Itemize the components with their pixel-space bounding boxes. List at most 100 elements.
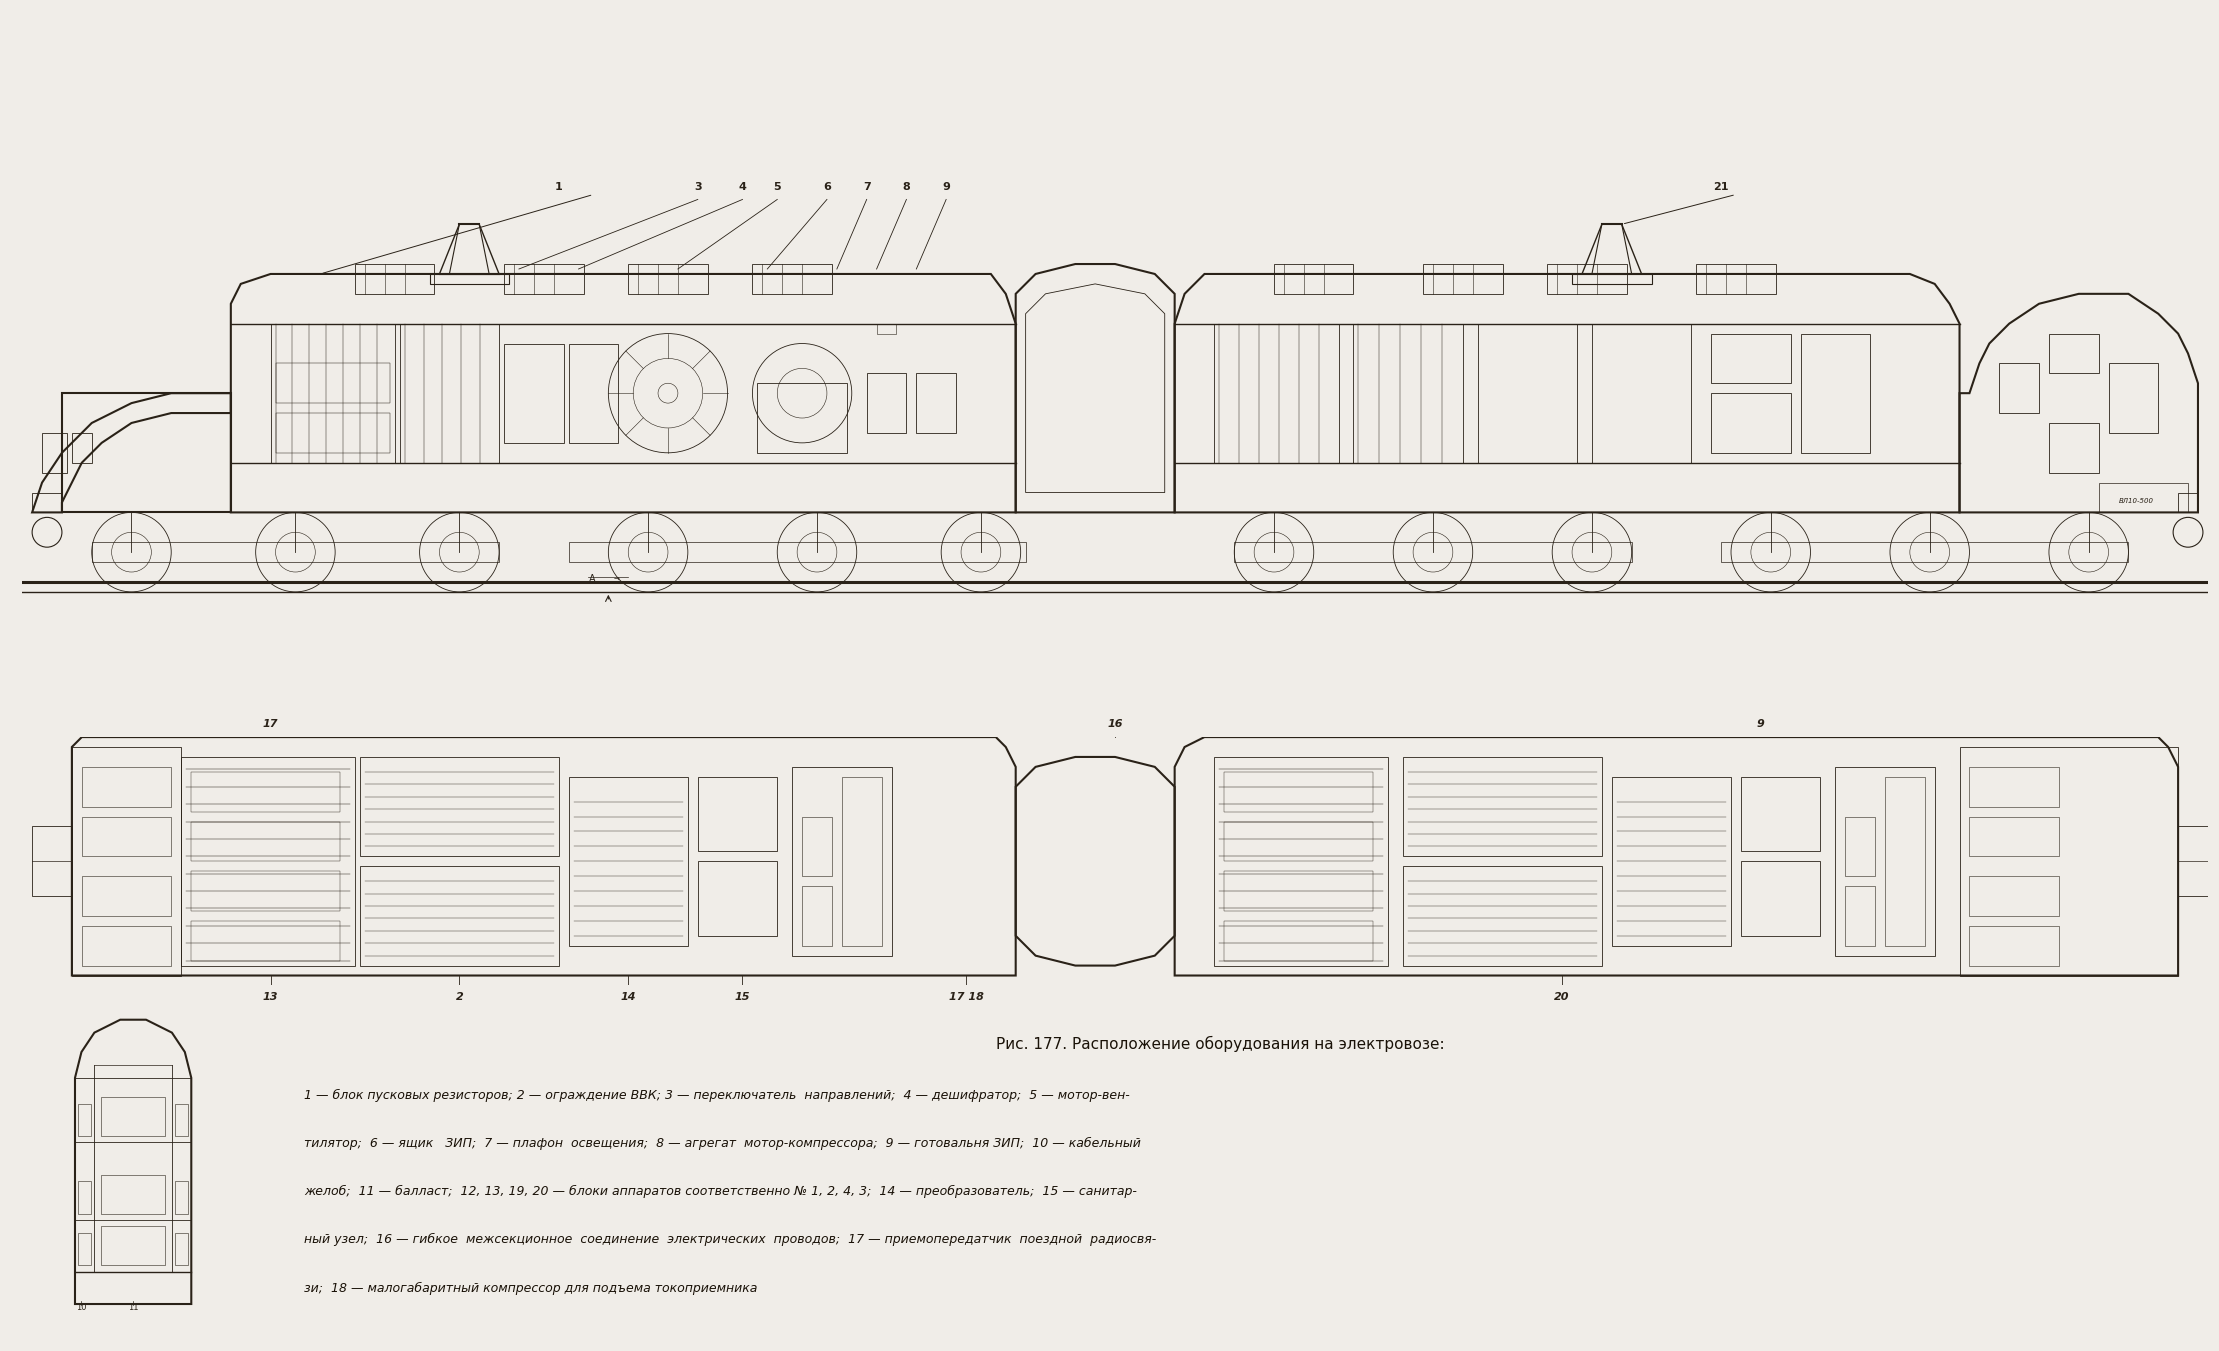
Bar <box>1711 393 1791 453</box>
Bar <box>757 384 848 453</box>
Text: Рис. 177. Расположение оборудования на электровозе:: Рис. 177. Расположение оборудования на э… <box>996 1036 1445 1052</box>
Bar <box>430 274 508 284</box>
Bar <box>399 324 499 463</box>
Text: 8: 8 <box>903 181 910 192</box>
Bar <box>78 1233 91 1266</box>
Bar <box>175 1233 189 1266</box>
Bar <box>877 324 896 334</box>
Bar <box>1846 816 1875 877</box>
Bar <box>31 493 62 512</box>
Bar <box>100 1097 166 1136</box>
Bar <box>1970 767 2059 807</box>
Bar <box>71 747 182 975</box>
Text: 17: 17 <box>262 719 277 730</box>
Text: ВЛ10-500: ВЛ10-500 <box>2119 497 2152 504</box>
Bar <box>1402 866 1602 966</box>
Bar <box>628 263 708 293</box>
Bar <box>1742 862 1820 936</box>
Bar <box>868 373 905 432</box>
Text: зи;  18 — малогабаритный компрессор для подъема токоприемника: зи; 18 — малогабаритный компрессор для п… <box>304 1282 759 1294</box>
Bar <box>2048 334 2099 373</box>
Bar <box>359 866 559 966</box>
Bar <box>1970 877 2059 916</box>
Bar <box>1225 921 1374 961</box>
Bar <box>504 343 564 443</box>
Bar <box>697 862 777 936</box>
Bar <box>100 1175 166 1213</box>
Bar <box>752 263 832 293</box>
Bar <box>1571 274 1651 284</box>
Bar <box>1846 886 1875 946</box>
Bar <box>2108 363 2159 432</box>
Text: 4: 4 <box>739 181 746 192</box>
Bar <box>1225 821 1374 862</box>
Bar <box>1611 777 1731 946</box>
Bar <box>1225 771 1374 812</box>
Bar <box>1711 334 1791 384</box>
Bar <box>271 324 395 463</box>
Text: ный узел;  16 — гибкое  межсекционное  соединение  электрических  проводов;  17 : ный узел; 16 — гибкое межсекционное соед… <box>304 1233 1156 1247</box>
Bar <box>191 821 340 862</box>
Text: 17 18: 17 18 <box>948 993 983 1002</box>
Text: 21: 21 <box>1713 181 1729 192</box>
Bar <box>697 777 777 851</box>
Bar <box>1970 816 2059 857</box>
Text: А: А <box>588 574 595 584</box>
Bar <box>1225 871 1374 911</box>
Bar <box>275 413 391 453</box>
Bar <box>175 1181 189 1213</box>
Bar <box>1422 263 1502 293</box>
Bar <box>1884 777 1924 946</box>
Bar <box>175 1104 189 1136</box>
Bar <box>71 432 91 463</box>
Text: желоб;  11 — балласт;  12, 13, 19, 20 — блоки аппаратов соответственно № 1, 2, 4: желоб; 11 — балласт; 12, 13, 19, 20 — бл… <box>304 1185 1138 1198</box>
Bar <box>82 816 171 857</box>
Bar <box>1402 757 1602 857</box>
Text: 5: 5 <box>774 181 781 192</box>
Text: 11: 11 <box>129 1304 138 1312</box>
Text: 9: 9 <box>1757 719 1764 730</box>
Text: 15: 15 <box>734 993 750 1002</box>
Bar <box>2048 423 2099 473</box>
Bar <box>568 777 688 946</box>
Bar <box>82 767 171 807</box>
Bar <box>916 373 956 432</box>
Bar <box>504 263 584 293</box>
Bar <box>568 343 619 443</box>
Bar <box>1591 324 1691 463</box>
Text: 2: 2 <box>455 993 464 1002</box>
Text: 3: 3 <box>695 181 701 192</box>
Text: 10: 10 <box>75 1304 87 1312</box>
Text: 14: 14 <box>621 993 637 1002</box>
Bar <box>1742 777 1820 851</box>
Bar <box>801 886 832 946</box>
Bar <box>1970 925 2059 966</box>
Bar <box>2179 493 2199 512</box>
Bar <box>78 1181 91 1213</box>
Bar <box>1547 263 1627 293</box>
Bar <box>42 432 67 473</box>
Text: 16: 16 <box>1107 719 1123 730</box>
Bar <box>82 877 171 916</box>
Bar <box>82 925 171 966</box>
Text: →: → <box>612 577 619 582</box>
Text: 6: 6 <box>823 181 830 192</box>
Bar <box>1478 324 1578 463</box>
Bar <box>1835 767 1935 955</box>
Bar <box>801 816 832 877</box>
Text: 7: 7 <box>863 181 870 192</box>
Bar <box>1722 542 2128 562</box>
Bar <box>1214 324 1338 463</box>
Bar <box>100 1227 166 1266</box>
Bar <box>1354 324 1462 463</box>
Bar <box>275 363 391 403</box>
Bar <box>1214 757 1389 966</box>
Bar <box>1959 747 2179 975</box>
Bar <box>1800 334 1871 453</box>
Text: 1: 1 <box>555 181 564 192</box>
Bar <box>1999 363 2039 413</box>
Bar <box>191 771 340 812</box>
Bar <box>1274 263 1354 293</box>
Bar <box>182 757 355 966</box>
Bar <box>191 921 340 961</box>
